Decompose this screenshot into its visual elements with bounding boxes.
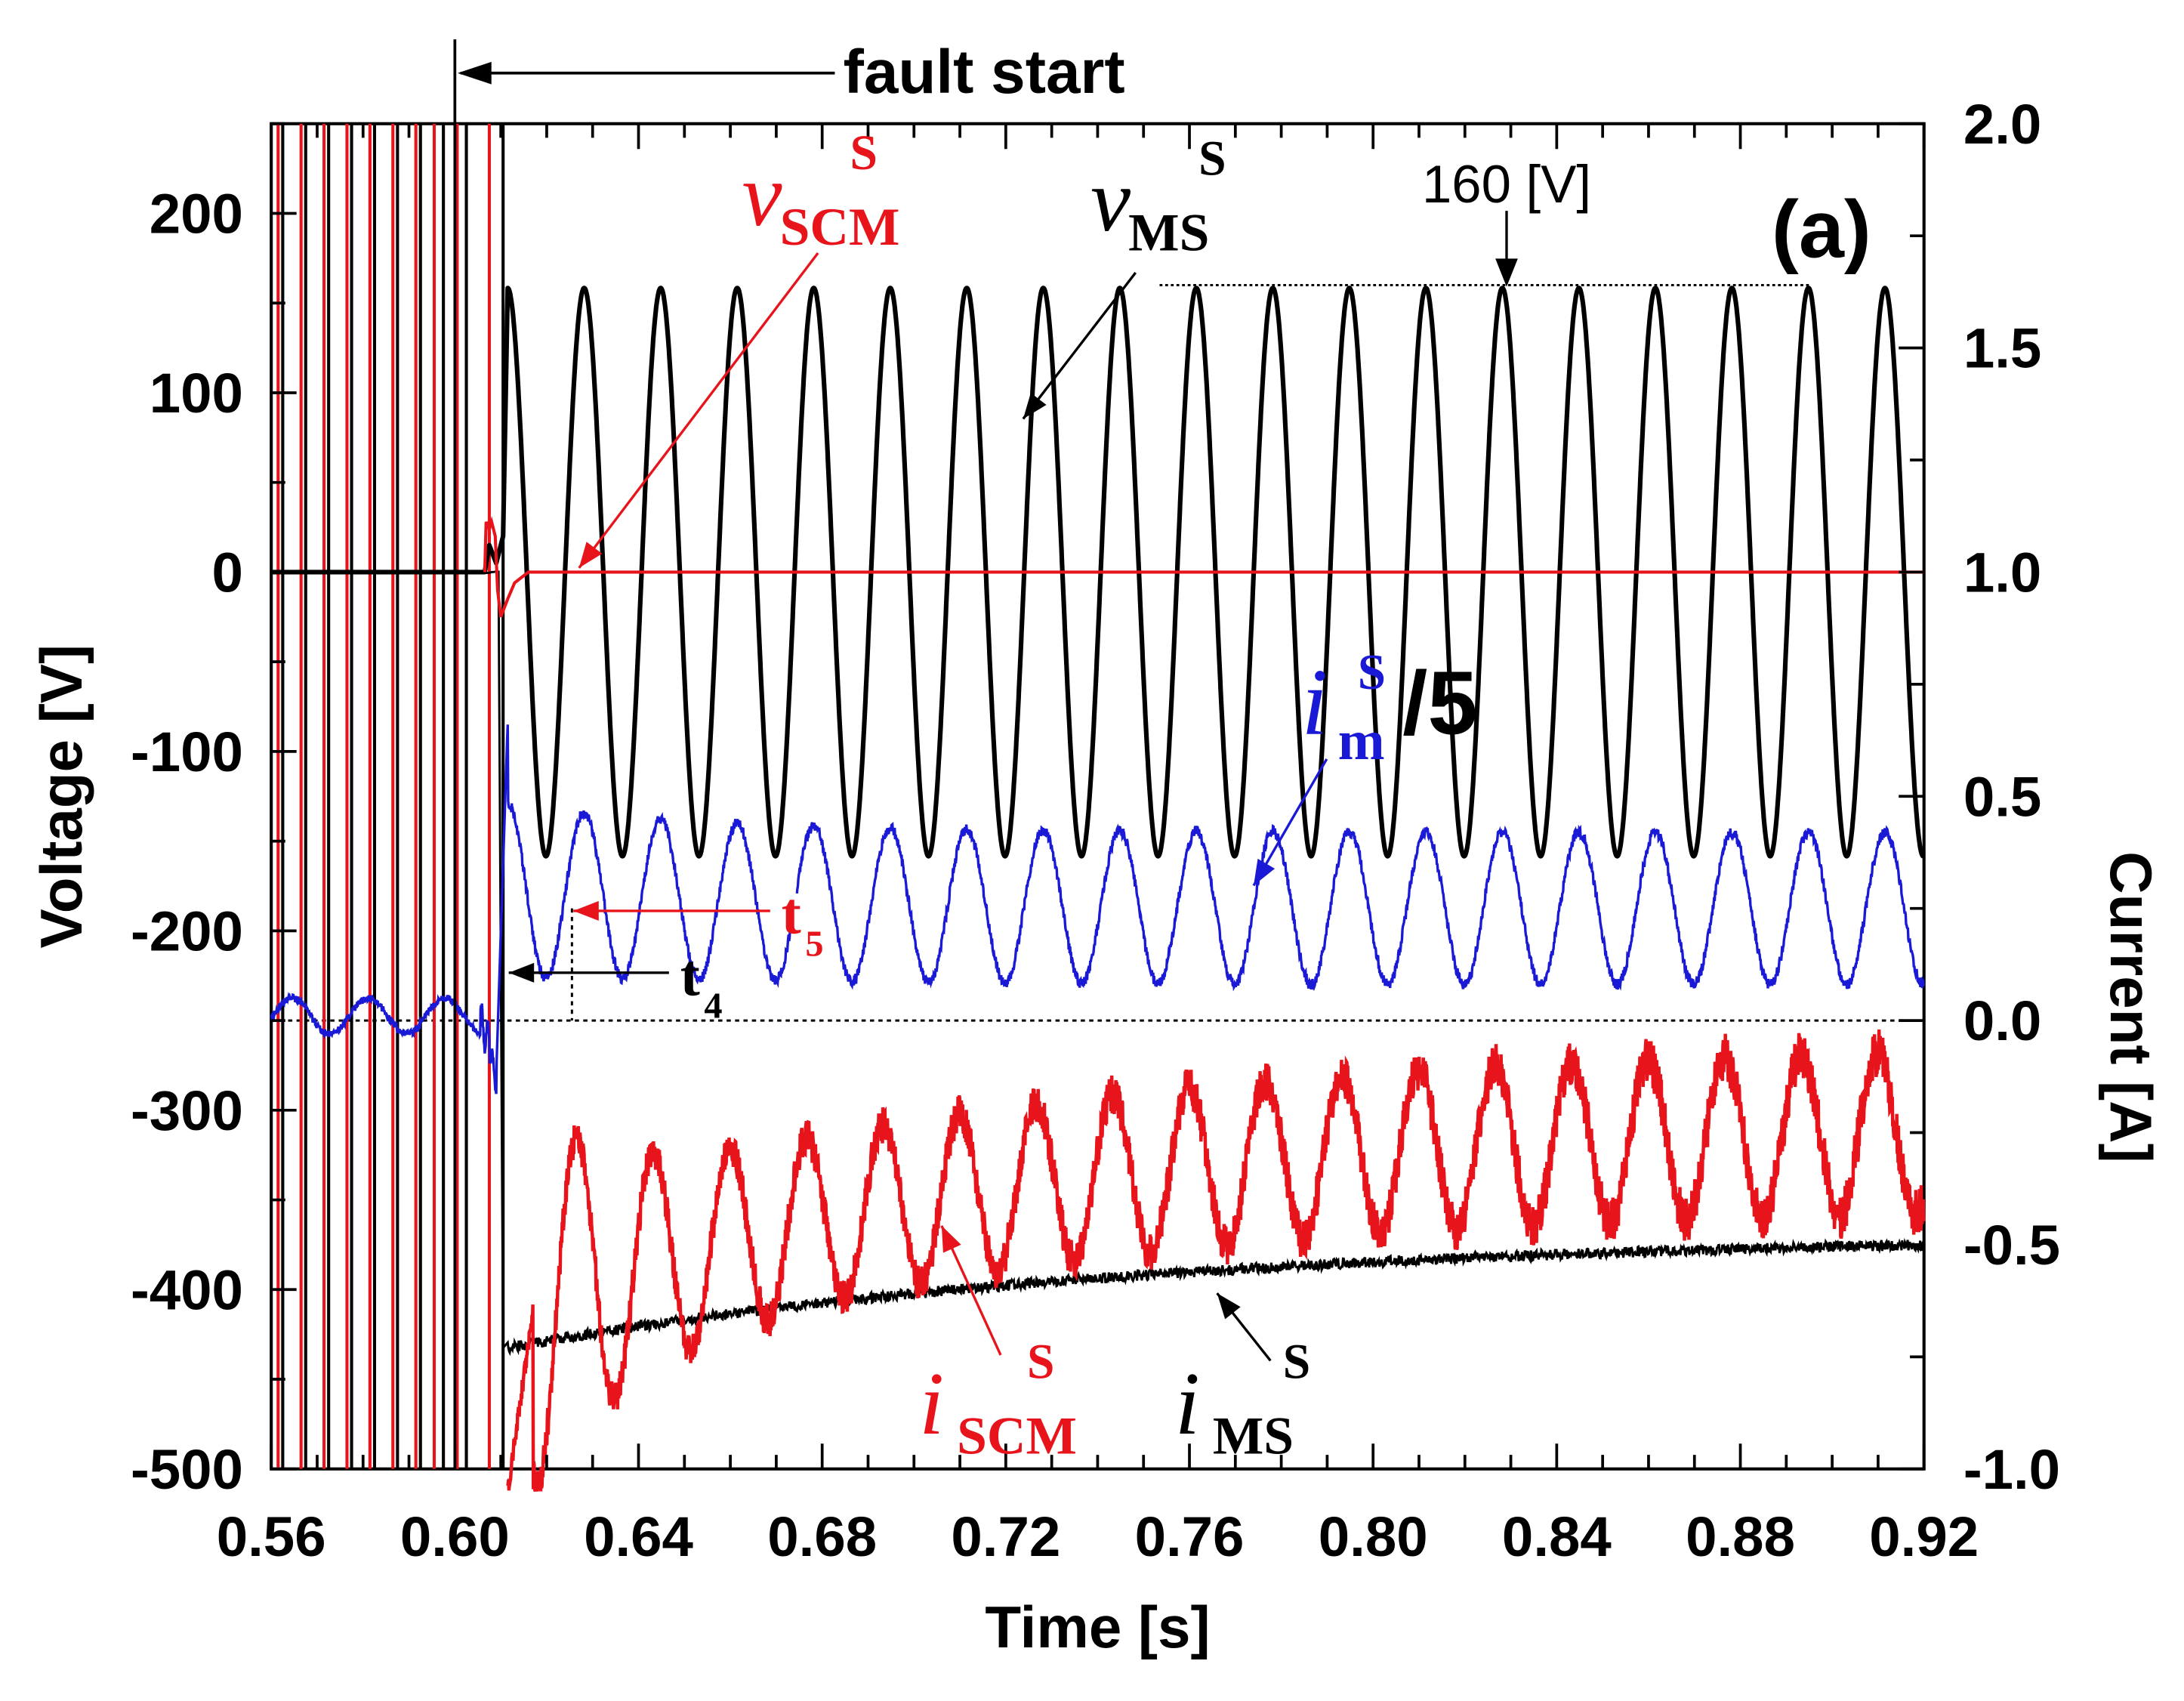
- x-tick-label-6: 0.80: [1319, 1505, 1428, 1568]
- x-tick-label-8: 0.88: [1686, 1505, 1795, 1568]
- label-i-m-sub: m: [1338, 710, 1385, 772]
- label-i-ms-sup: S: [1283, 1335, 1310, 1389]
- y-right-tick-label-4: 0.0: [1963, 989, 2041, 1052]
- x-tick-label-4: 0.72: [951, 1505, 1060, 1568]
- x-tick-label-9: 0.92: [1869, 1505, 1979, 1568]
- x-tick-label-5: 0.76: [1135, 1505, 1245, 1568]
- arrow-v-ms-head: [1023, 393, 1047, 419]
- y-left-tick-label-2: 0: [212, 541, 243, 604]
- y-left-tick-label-1: 100: [150, 362, 243, 424]
- x-tick-label-7: 0.84: [1502, 1505, 1612, 1568]
- x-tick-label-2: 0.64: [584, 1505, 693, 1568]
- arrow-v-scm-head: [578, 542, 603, 568]
- series-v-ms: [271, 286, 1926, 859]
- t5-label-sub: 5: [805, 924, 823, 964]
- arrow-v-ms-shaft: [1022, 272, 1137, 420]
- label-v-scm-sub: SCM: [780, 197, 900, 257]
- plot-area: [270, 122, 1926, 1493]
- x-tick-label-0: 0.56: [217, 1505, 326, 1568]
- label-i-m-suffix: /5: [1402, 653, 1477, 753]
- label-i-m-sup: S: [1358, 644, 1386, 700]
- y-right-tick-label-5: -0.5: [1963, 1214, 2060, 1277]
- panel-label: (a): [1772, 184, 1871, 275]
- label-v-ms-sub: MS: [1128, 202, 1209, 262]
- y-left-tick-label-5: -300: [131, 1079, 243, 1142]
- label-i-ms-sub: MS: [1213, 1406, 1294, 1465]
- x-tick-label-1: 0.60: [400, 1505, 510, 1568]
- label-i-scm-main: i: [919, 1354, 944, 1453]
- label-i-scm-sup: S: [1027, 1335, 1054, 1389]
- y-left-axis-title: Voltage [V]: [28, 644, 94, 948]
- peak-160-label: 160 [V]: [1422, 154, 1591, 214]
- y-right-tick-label-0: 2.0: [1963, 93, 2041, 156]
- t4-arrow-head: [508, 962, 535, 983]
- arrow-v-scm-shaft: [578, 252, 819, 569]
- t4-label-main: t: [680, 943, 700, 1008]
- t5-label-main: t: [782, 881, 801, 946]
- plot-frame: [270, 122, 1926, 1471]
- label-v-ms-main: v: [1090, 150, 1131, 250]
- y-left-tick-label-4: -200: [131, 900, 243, 962]
- label-v-ms: vMS S: [1090, 131, 1226, 262]
- y-right-tick-label-2: 1.0: [1963, 541, 2041, 604]
- series-i-scm: [506, 1029, 1926, 1493]
- x-tick-label-3: 0.68: [767, 1505, 877, 1568]
- label-v-scm-main: v: [742, 145, 782, 245]
- arrow-i-m-head: [1254, 858, 1276, 886]
- label-i-m: i mS/5: [1301, 644, 1477, 772]
- x-axis-title: Time [s]: [985, 1594, 1210, 1660]
- series-i-m-0: [270, 724, 794, 1094]
- y-right-tick-label-1: 1.5: [1963, 317, 2041, 380]
- y-left-tick-label-6: -400: [131, 1258, 243, 1321]
- y-right-tick-label-3: 0.5: [1963, 765, 2041, 828]
- series-v-scm: [483, 516, 1924, 618]
- label-v-ms-sup: S: [1198, 131, 1226, 186]
- peak-160-arrow-head: [1495, 258, 1518, 287]
- label-v-scm-sup: S: [850, 126, 878, 181]
- t4-label-sub: 4: [704, 986, 722, 1026]
- series-i-m-1: [795, 822, 1925, 992]
- y-left-tick-label-3: -100: [131, 721, 243, 783]
- t5-arrow-head: [573, 900, 599, 921]
- y-right-tick-label-6: -1.0: [1963, 1438, 2060, 1501]
- y-right-axis-title: Current [A]: [2098, 851, 2164, 1162]
- label-i-scm-sub: SCM: [957, 1406, 1077, 1465]
- fault-start-label: fault start: [844, 38, 1125, 107]
- arrow-i-scm-head: [941, 1225, 961, 1253]
- label-i-scm: i SCM S: [919, 1335, 1077, 1465]
- arrow-i-ms-head: [1217, 1293, 1241, 1320]
- label-i-ms-main: i: [1175, 1354, 1200, 1453]
- label-i-m-main: i: [1301, 649, 1328, 755]
- y-left-tick-label-0: 200: [150, 183, 243, 245]
- label-i-ms: i MS S: [1175, 1335, 1310, 1465]
- series-i-ms: [270, 570, 1925, 1357]
- y-left-tick-label-7: -500: [131, 1438, 243, 1501]
- axis-ticks: 0.56 0.60 0.64 0.68 0.72 0.76 0.80 0.84 0.88 0.92…: [131, 93, 2060, 1568]
- fault-start-arrow-head: [458, 61, 492, 85]
- annotations: Time [s] Voltage [V] Current [A] (a) fault s…: [28, 38, 2164, 1660]
